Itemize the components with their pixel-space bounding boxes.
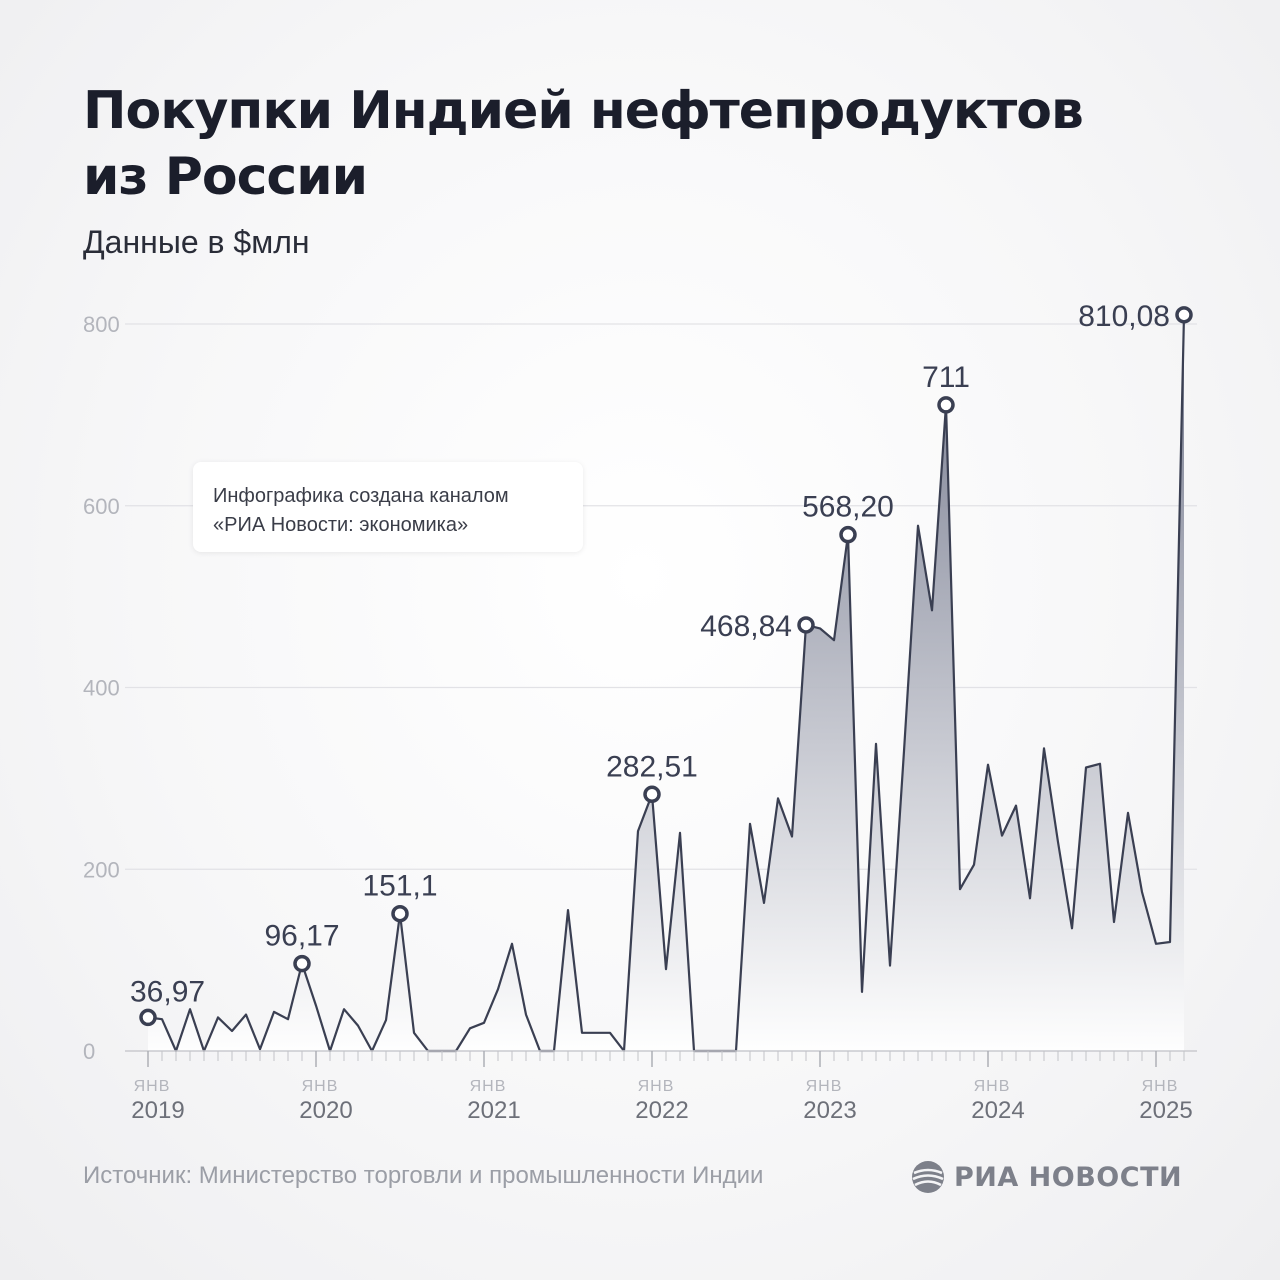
source-text: Источник: Министерство торговли и промыш… bbox=[83, 1162, 764, 1189]
info-note: Инфографика создана каналом «РИА Новости… bbox=[193, 462, 583, 552]
y-tick-label: 0 bbox=[83, 1039, 95, 1064]
y-tick-label: 200 bbox=[83, 857, 120, 882]
x-year-label: 2022 bbox=[635, 1097, 688, 1124]
peak-marker bbox=[839, 525, 857, 544]
peak-marker bbox=[391, 904, 409, 923]
x-month-label: ЯНВ bbox=[974, 1078, 1011, 1095]
value-label: 468,84 bbox=[700, 610, 792, 643]
x-month-label: ЯНВ bbox=[134, 1078, 171, 1095]
x-month-label: ЯНВ bbox=[806, 1078, 843, 1095]
title-line-1: Покупки Индией нефтепродуктов bbox=[83, 81, 1084, 141]
value-label: 96,17 bbox=[264, 920, 339, 953]
ria-logo: РИА НОВОСТИ bbox=[910, 1157, 1182, 1197]
y-tick-label: 800 bbox=[83, 312, 120, 337]
x-year-label: 2019 bbox=[131, 1097, 184, 1124]
y-tick-label: 400 bbox=[83, 676, 120, 701]
ria-globe-icon bbox=[912, 1161, 944, 1193]
value-label: 282,51 bbox=[606, 750, 698, 783]
x-year-label: 2020 bbox=[299, 1097, 352, 1124]
value-label: 810,08 bbox=[1078, 300, 1170, 333]
peak-marker bbox=[797, 616, 815, 634]
peak-marker bbox=[1175, 306, 1193, 324]
x-year-label: 2025 bbox=[1139, 1097, 1192, 1124]
peak-marker bbox=[937, 396, 955, 414]
value-label: 151,1 bbox=[362, 870, 437, 903]
subtitle: Данные в $млн bbox=[83, 224, 310, 260]
page-title: Покупки Индией нефтепродуктов из России bbox=[83, 78, 1183, 210]
logo-text: РИА НОВОСТИ bbox=[954, 1161, 1183, 1193]
x-month-label: ЯНВ bbox=[1142, 1078, 1179, 1095]
value-label: 36,97 bbox=[130, 975, 205, 1008]
note-line-2: «РИА Новости: экономика» bbox=[213, 514, 469, 536]
peak-marker bbox=[139, 1008, 157, 1027]
x-year-label: 2021 bbox=[467, 1097, 520, 1124]
value-label: 568,20 bbox=[802, 491, 894, 524]
note-line-1: Инфографика создана каналом bbox=[213, 485, 509, 507]
x-year-label: 2023 bbox=[803, 1097, 856, 1124]
x-month-label: ЯНВ bbox=[638, 1078, 675, 1095]
x-month-label: ЯНВ bbox=[302, 1078, 339, 1095]
series-line bbox=[147, 314, 1186, 1053]
x-month-label: ЯНВ bbox=[470, 1078, 507, 1095]
x-year-label: 2024 bbox=[971, 1097, 1024, 1124]
y-tick-label: 600 bbox=[83, 494, 120, 519]
peak-marker bbox=[293, 954, 311, 973]
series-area bbox=[148, 314, 1184, 1051]
value-label: 711 bbox=[922, 361, 970, 394]
title-line-2: из России bbox=[83, 147, 368, 207]
peak-marker bbox=[643, 785, 661, 804]
